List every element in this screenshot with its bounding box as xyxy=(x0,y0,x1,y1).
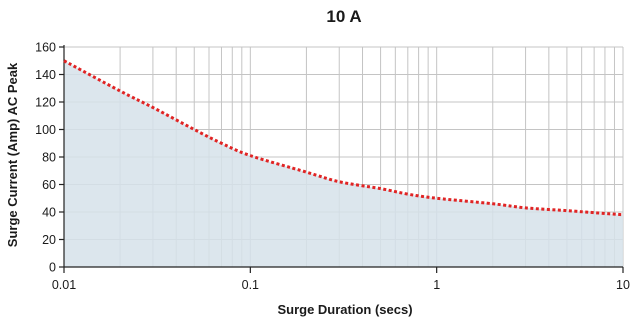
x-tick-label: 0.01 xyxy=(52,278,76,292)
y-tick-label: 100 xyxy=(35,123,56,137)
axes xyxy=(59,45,624,273)
y-tick-label: 0 xyxy=(49,261,56,275)
x-tick-label: 1 xyxy=(433,278,440,292)
y-tick-label: 40 xyxy=(42,206,56,220)
y-tick-label: 140 xyxy=(35,68,56,82)
y-tick-label: 160 xyxy=(35,41,56,55)
y-tick-label: 120 xyxy=(35,96,56,110)
chart-title: 10 A xyxy=(326,7,361,26)
y-tick-labels: 0 20 40 60 80 100 120 140 160 xyxy=(35,41,56,275)
y-axis-label: Surge Current (Amp) AC Peak xyxy=(5,62,20,247)
area-fill xyxy=(64,60,623,267)
y-tick-label: 60 xyxy=(42,178,56,192)
y-tick-label: 80 xyxy=(42,151,56,165)
x-tick-label: 0.1 xyxy=(242,278,259,292)
x-tick-labels: 0.01 0.1 1 10 xyxy=(52,278,630,292)
x-axis-label: Surge Duration (secs) xyxy=(277,302,412,317)
y-tick-label: 20 xyxy=(42,233,56,247)
x-tick-label: 10 xyxy=(616,278,630,292)
